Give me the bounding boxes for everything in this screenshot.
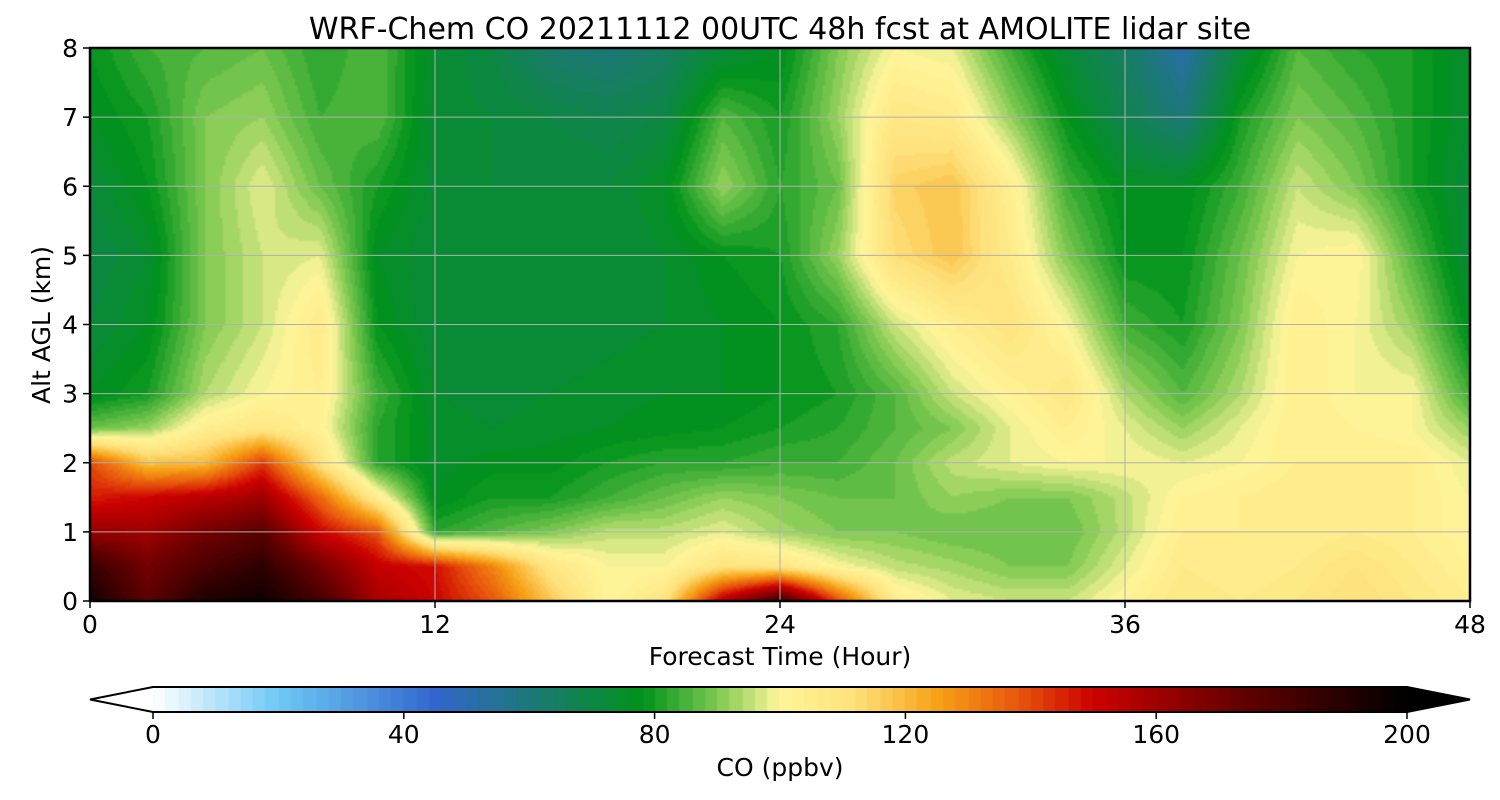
y-tick-label: 0: [62, 587, 78, 616]
colorbar-ticks: 0 40 80 120 160 200: [145, 712, 1431, 749]
y-axis-label: Alt AGL (km): [27, 246, 56, 404]
colorbar-gradient: [153, 687, 1407, 712]
y-tick-label: 3: [62, 380, 78, 409]
colorbar-tick-label: 120: [882, 720, 930, 749]
x-axis-ticks: 0 12 24 36 48: [82, 601, 1486, 639]
colorbar-max-extend: [1407, 687, 1470, 712]
x-tick-label: 12: [419, 610, 451, 639]
colorbar: 0 40 80 120 160 200: [89, 686, 1471, 749]
x-tick-label: 24: [764, 610, 796, 639]
colorbar-tick-label: 160: [1132, 720, 1180, 749]
colorbar-tick-label: 0: [145, 720, 161, 749]
colorbar-label: CO (ppbv): [717, 753, 844, 782]
y-tick-label: 2: [62, 449, 78, 478]
colorbar-min-extend: [90, 687, 153, 712]
x-tick-label: 36: [1109, 610, 1141, 639]
x-tick-label: 48: [1454, 610, 1486, 639]
y-tick-label: 5: [62, 241, 78, 270]
y-axis-ticks: 0 1 2 3 4 5 6 7 8: [62, 34, 90, 616]
y-tick-label: 7: [62, 103, 78, 132]
colorbar-tick-label: 200: [1383, 720, 1431, 749]
y-tick-label: 6: [62, 172, 78, 201]
y-tick-label: 1: [62, 518, 78, 547]
colorbar-tick-label: 40: [388, 720, 420, 749]
colorbar-tick-label: 80: [639, 720, 671, 749]
chart-title: WRF-Chem CO 20211112 00UTC 48h fcst at A…: [309, 12, 1251, 47]
y-tick-label: 8: [62, 34, 78, 63]
x-axis-label: Forecast Time (Hour): [649, 642, 912, 671]
x-tick-label: 0: [82, 610, 98, 639]
y-tick-label: 4: [62, 311, 78, 340]
